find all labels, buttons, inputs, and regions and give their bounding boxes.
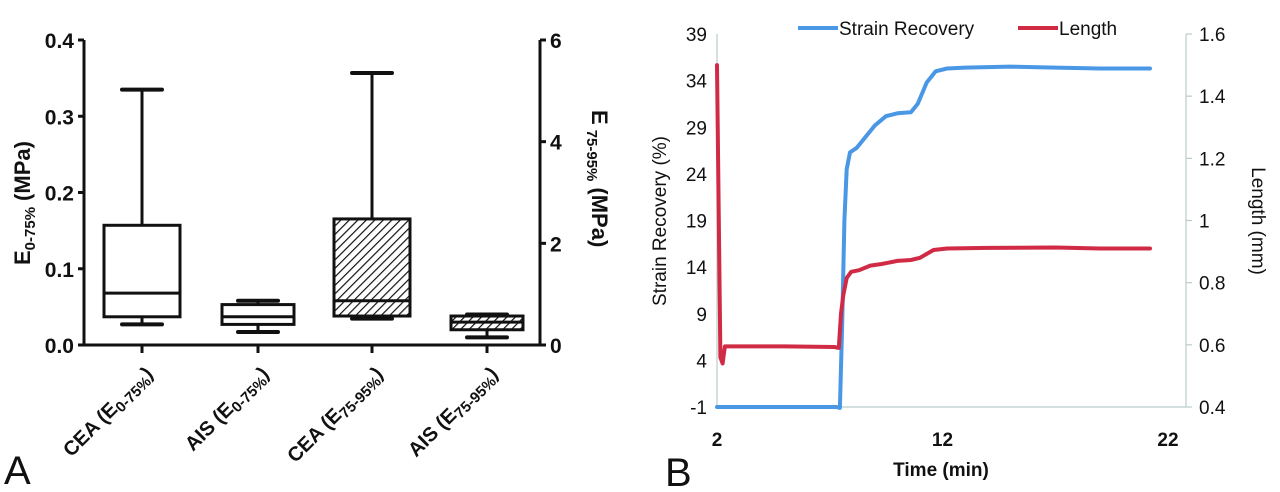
chart-b-right-axis-title: Length (mm) xyxy=(1247,167,1268,275)
box-plot-4 xyxy=(449,312,525,353)
chart-b-left-tick-label: 14 xyxy=(686,258,708,279)
chart-b-x-tick-label: 2 xyxy=(712,430,723,451)
chart-b-left-axis-title: Strain Recovery (%) xyxy=(650,136,671,306)
chart-a-right-tick-label: 2 xyxy=(550,233,562,256)
chart-b-left-tick-label: 9 xyxy=(696,305,707,326)
chart-a-left-axis-title: E0-75%(MPa) xyxy=(10,141,39,265)
chart-b-x-tick-label: 12 xyxy=(932,430,953,451)
chart-b-right-tick-label: 0.6 xyxy=(1199,336,1225,357)
box-plot-3 xyxy=(332,71,412,353)
box-iqr xyxy=(220,303,296,326)
box-plot-1 xyxy=(102,87,182,353)
chart-b-left-tick-label: 29 xyxy=(686,118,707,139)
chart-a-boxes xyxy=(102,71,525,353)
series-line-length xyxy=(715,63,1152,366)
chart-a-right-tick-label: 6 xyxy=(550,30,562,53)
chart-b-x-axis-title: Time (min) xyxy=(893,460,989,481)
chart-a-right-tick-label: 0 xyxy=(550,335,562,358)
chart-a-left-tick-label: 0.3 xyxy=(45,106,74,129)
chart-a-category-label: CEA (E0-75%) xyxy=(59,363,159,463)
chart-a-category-label: CEA (E75-95%) xyxy=(283,363,389,469)
chart-a-right-axis: 0 2 4 6 xyxy=(538,30,562,358)
chart-b-left-tick-label: 4 xyxy=(696,351,707,372)
legend-label-length: Length xyxy=(1059,19,1117,40)
panel-label-b: B xyxy=(665,451,692,492)
chart-a-category-label: AIS (E75-95%) xyxy=(404,363,505,464)
chart-b-x-ticks: 2 12 22 xyxy=(712,430,1179,451)
chart-b-right-tick-label: 1.4 xyxy=(1199,87,1226,108)
chart-a: 0.0 0.1 0.2 0.3 0.4 0 2 4 6 CEA (E0-75%)AIS (E0… xyxy=(4,30,612,492)
chart-a-category-label: AIS (E0-75%) xyxy=(181,363,276,458)
chart-b-right-tick-label: 0.8 xyxy=(1199,274,1225,295)
chart-a-left-tick-label: 0.4 xyxy=(45,30,75,53)
chart-b-left-tick-label: 19 xyxy=(686,212,707,233)
chart-b-left-tick-label: 24 xyxy=(686,165,708,186)
chart-b-legend: Strain Recovery Length xyxy=(798,19,1117,40)
chart-b-left-tick-label: 39 xyxy=(686,25,707,46)
chart-a-category-labels: CEA (E0-75%)AIS (E0-75%)CEA (E75-95%)AIS… xyxy=(59,363,505,469)
chart-b-right-ticks: 0.4 0.6 0.8 1 1.2 1.4 1.6 xyxy=(1186,25,1226,419)
chart-b-right-tick-label: 1 xyxy=(1199,212,1210,233)
chart-b-left-tick-label: -1 xyxy=(690,398,707,419)
chart-b-right-tick-label: 1.2 xyxy=(1199,149,1225,170)
chart-a-right-tick-label: 4 xyxy=(550,132,562,155)
panel-label-a: A xyxy=(4,449,31,492)
chart-b-left-ticks: -1 4 9 14 19 24 29 34 39 xyxy=(686,25,708,419)
box-iqr xyxy=(102,223,182,319)
chart-b-left-tick-label: 34 xyxy=(686,72,708,93)
chart-b: -1 4 9 14 19 24 29 34 39 0.4 0.6 0.8 1 1.2 1.4 1.6 2 12… xyxy=(650,19,1268,492)
chart-a-left-tick-label: 0.2 xyxy=(45,183,74,206)
box-plot-2 xyxy=(220,298,296,353)
chart-a-left-tick-label: 0.0 xyxy=(45,335,74,358)
chart-b-right-tick-label: 0.4 xyxy=(1199,398,1226,419)
chart-a-right-axis-title: E75-95%(MPa) xyxy=(583,110,612,247)
chart-b-right-tick-label: 1.6 xyxy=(1199,25,1225,46)
chart-a-left-tick-label: 0.1 xyxy=(45,259,75,282)
chart-a-left-axis: 0.0 0.1 0.2 0.3 0.4 xyxy=(45,30,86,358)
legend-label-strain-recovery: Strain Recovery xyxy=(839,19,975,40)
chart-b-x-tick-label: 22 xyxy=(1157,430,1178,451)
series-line-strain-recovery xyxy=(715,64,1152,410)
chart-b-lines xyxy=(715,63,1152,410)
